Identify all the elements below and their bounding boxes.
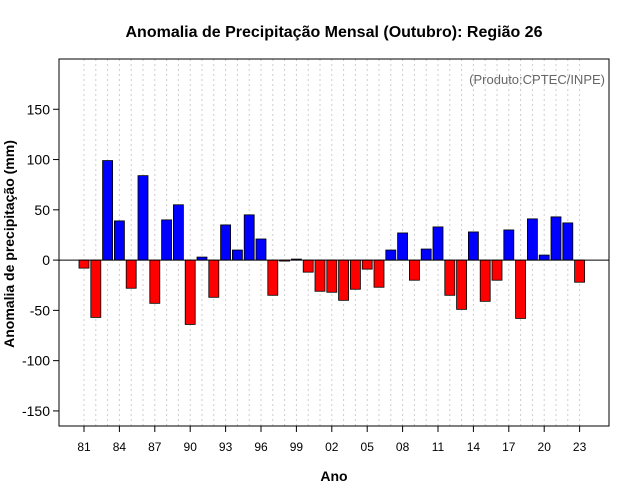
bar-2004: [349, 259, 361, 290]
xtick-label: 87: [148, 440, 162, 454]
bar-1986: [137, 175, 149, 261]
xtick-label: 05: [361, 440, 375, 454]
bar-2003: [338, 259, 350, 301]
bar-1996: [255, 238, 267, 261]
plot-frame: [58, 58, 610, 427]
bar-1989: [172, 204, 184, 261]
ytick-label: 100: [27, 152, 51, 168]
xtick-label: 02: [325, 440, 339, 454]
bar-1987: [149, 259, 161, 304]
xtick-label: 08: [396, 440, 410, 454]
bar-2017: [503, 229, 515, 261]
bar-1984: [114, 220, 125, 261]
bar-1982: [90, 259, 102, 318]
bar-1981: [78, 259, 90, 269]
ytick-label: -150: [22, 403, 50, 419]
bar-2021: [550, 216, 562, 261]
xtick-label: 96: [254, 440, 268, 454]
bar-2006: [373, 259, 385, 288]
bar-2010: [420, 248, 432, 261]
xtick-label: 23: [573, 440, 587, 454]
ytick-label: 150: [27, 101, 51, 117]
y-axis: -150 -100 -50 0 50 100 150: [22, 101, 59, 419]
bar-2012: [444, 259, 456, 296]
bar-1995: [243, 214, 255, 261]
bar-1983: [102, 160, 113, 261]
bar-2014: [467, 231, 479, 261]
bar-2022: [562, 222, 574, 261]
bar-1992: [208, 259, 220, 298]
bar-1993: [220, 224, 232, 261]
bar-2016: [491, 259, 503, 281]
bar-2019: [527, 218, 538, 261]
bar-2001: [314, 259, 326, 292]
xtick-label: 17: [502, 440, 516, 454]
xtick-label: 84: [113, 440, 127, 454]
bar-1997: [267, 259, 279, 296]
vertical-gridlines: [83, 59, 581, 426]
xtick-label: 14: [467, 440, 481, 454]
y-axis-title: Anomalia de precipitação (mm): [1, 140, 17, 348]
bar-1994: [231, 249, 243, 261]
bar-2018: [515, 259, 526, 319]
bar-2005: [361, 259, 373, 270]
bar-2023: [574, 259, 585, 283]
bar-2020: [538, 254, 550, 261]
x-axis: 81 84 87 90 93 96 99 02 05 08 11 14 17 20 23: [77, 426, 587, 454]
bar-2011: [432, 226, 444, 261]
xtick-label: 81: [77, 440, 91, 454]
bar-1990: [184, 259, 196, 325]
xtick-label: 99: [290, 440, 304, 454]
bar-2007: [385, 249, 397, 261]
bar-1988: [161, 219, 173, 261]
bars: [78, 160, 585, 325]
bar-2002: [326, 259, 338, 293]
chart-title: Anomalia de Precipitação Mensal (Outubro…: [126, 24, 543, 41]
bar-2015: [479, 259, 491, 302]
ytick-label: -100: [22, 353, 50, 369]
bar-2013: [456, 259, 468, 310]
xtick-label: 93: [219, 440, 233, 454]
xtick-label: 11: [432, 440, 445, 454]
xtick-label: 20: [538, 440, 552, 454]
ytick-label: -50: [30, 302, 50, 318]
bar-2008: [397, 232, 409, 261]
bar-2009: [408, 259, 420, 281]
ytick-label: 50: [34, 202, 50, 218]
x-axis-title: Ano: [320, 468, 347, 484]
ytick-label: 0: [42, 252, 50, 268]
credit-label: (Produto:CPTEC/INPE): [469, 72, 605, 87]
xtick-label: 90: [184, 440, 198, 454]
bar-2000: [302, 259, 314, 273]
bar-1985: [125, 259, 137, 289]
